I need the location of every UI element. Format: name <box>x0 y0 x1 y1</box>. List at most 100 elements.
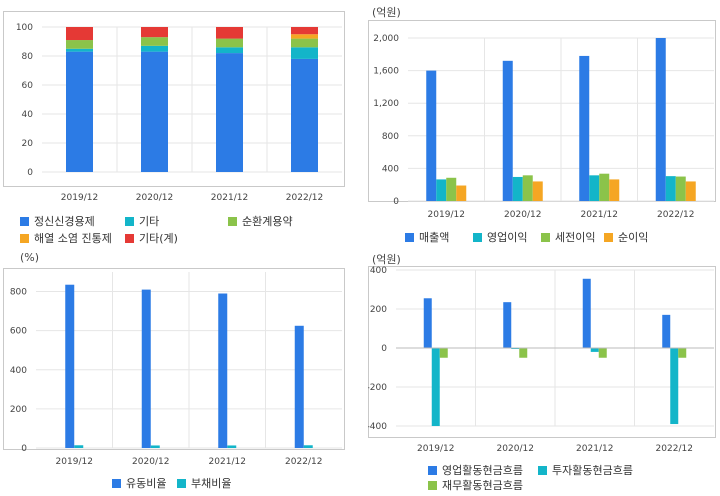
y-tick-label: 800 <box>382 132 399 142</box>
x-tick-label: 2022/12 <box>285 457 322 467</box>
chart3-legend: 유동비율 부채비율 <box>112 475 312 491</box>
bar <box>503 302 512 348</box>
bar <box>291 27 318 35</box>
legend-swatch <box>20 233 29 243</box>
x-tick-label: 2020/12 <box>136 193 173 203</box>
x-tick-label: 2021/12 <box>576 444 613 454</box>
x-tick-label: 2021/12 <box>211 193 248 203</box>
bar <box>436 179 447 201</box>
x-tick-label: 2021/12 <box>209 457 246 467</box>
bar <box>426 70 437 201</box>
x-tick-label: 2021/12 <box>581 210 618 220</box>
y-tick-label: 2,000 <box>373 34 399 44</box>
bar <box>216 53 243 172</box>
legend-swatch <box>538 465 547 475</box>
bar <box>512 176 523 201</box>
legend-label: 순환계용약 <box>242 215 293 228</box>
legend-swatch <box>428 480 437 490</box>
bar <box>502 60 513 201</box>
bar <box>662 314 671 348</box>
chart4-frame <box>368 266 716 438</box>
bar <box>74 445 84 448</box>
legend-label: 투자활동현금흐름 <box>552 464 633 477</box>
bar <box>216 27 243 39</box>
legend-label: 정신신경용제 <box>34 215 95 228</box>
y-tick-label: 0 <box>21 444 27 454</box>
y-tick-label: 20 <box>22 139 34 149</box>
bar <box>522 175 533 201</box>
chart3-svg: 0 200 400 600 800 2019/12 2020/12 2021/12 2022/1… <box>10 272 342 467</box>
y-tick-label: 600 <box>10 327 27 337</box>
x-tick-label: 2020/12 <box>132 457 169 467</box>
legend-label: 재무활동현금흐름 <box>442 479 523 492</box>
y-tick-label: 400 <box>370 266 387 276</box>
x-tick-label: 2022/12 <box>286 193 323 203</box>
bar <box>598 348 607 358</box>
chart2-legend: 매출액 영업이익 세전이익 순이익 <box>405 229 715 245</box>
x-tick-label: 2019/12 <box>428 210 465 220</box>
legend-label: 해열 소염 진통제 <box>34 232 112 245</box>
bar <box>66 51 93 172</box>
y-tick-label: 1,200 <box>373 99 399 109</box>
y-tick-label: 200 <box>10 405 27 415</box>
x-tick-label: 2019/12 <box>417 444 454 454</box>
bar <box>423 298 432 348</box>
bar <box>227 445 237 448</box>
y-tick-label: 800 <box>10 288 27 298</box>
chart4-svg: -400 -200 0 200 400 2019/12 2020/12 2021/12 2022… <box>368 266 714 454</box>
y-tick-label: 400 <box>382 164 399 174</box>
chart3-unit: (%) <box>20 251 40 264</box>
y-tick-label: -200 <box>368 383 387 393</box>
bar <box>65 284 75 448</box>
bar <box>141 289 151 448</box>
chart4-unit: (억원) <box>372 253 401 266</box>
bar <box>291 38 318 48</box>
legend-item: 해열 소염 진통제 <box>20 230 112 246</box>
legend-swatch <box>604 232 613 242</box>
bar <box>216 47 243 54</box>
legend-item: 부채비율 <box>177 475 231 491</box>
x-tick-label: 2020/12 <box>497 444 534 454</box>
x-tick-label: 2019/12 <box>56 457 93 467</box>
bar <box>589 175 600 201</box>
x-tick-label: 2019/12 <box>61 193 98 203</box>
bar <box>609 179 620 201</box>
y-tick-label: 0 <box>27 168 33 178</box>
y-tick-label: -400 <box>368 422 387 432</box>
x-tick-label: 2022/12 <box>656 444 693 454</box>
legend-swatch <box>125 233 134 243</box>
y-tick-label: 80 <box>22 52 34 62</box>
chart1-svg: 0 20 40 60 80 100 2019/12 2020/12 2021/12 2022/12 <box>16 23 342 203</box>
bar <box>582 278 591 348</box>
bar <box>532 181 543 201</box>
bar <box>141 51 168 172</box>
y-tick-label: 0 <box>381 344 387 354</box>
y-tick-label: 0 <box>393 197 399 207</box>
bar <box>216 38 243 48</box>
bar <box>678 348 687 358</box>
bar <box>439 348 448 358</box>
chart1-legend: 정신신경용제 기타 순환계용약 해열 소염 진통제 기타(계) <box>20 213 340 245</box>
x-tick-label: 2020/12 <box>504 210 541 220</box>
legend-item: 투자활동현금흐름 <box>538 462 633 478</box>
bar <box>66 40 93 49</box>
bar <box>291 34 318 39</box>
chart3-frame <box>3 268 345 450</box>
bar <box>675 176 686 201</box>
legend-label: 유동비율 <box>126 477 167 490</box>
legend-item: 영업활동현금흐름 <box>428 462 523 478</box>
bar <box>599 173 610 201</box>
bar <box>431 348 440 426</box>
bar <box>655 38 666 201</box>
legend-label: 순이익 <box>618 231 649 244</box>
bar <box>66 48 93 52</box>
bar <box>446 177 457 201</box>
legend-item: 재무활동현금흐름 <box>428 477 523 493</box>
legend-item: 기타(계) <box>125 230 178 246</box>
legend-item: 기타 <box>125 213 159 229</box>
bar <box>579 55 590 202</box>
bar <box>456 185 467 201</box>
legend-label: 세전이익 <box>555 231 596 244</box>
legend-label: 기타(계) <box>139 232 178 245</box>
legend-label: 부채비율 <box>191 477 232 490</box>
